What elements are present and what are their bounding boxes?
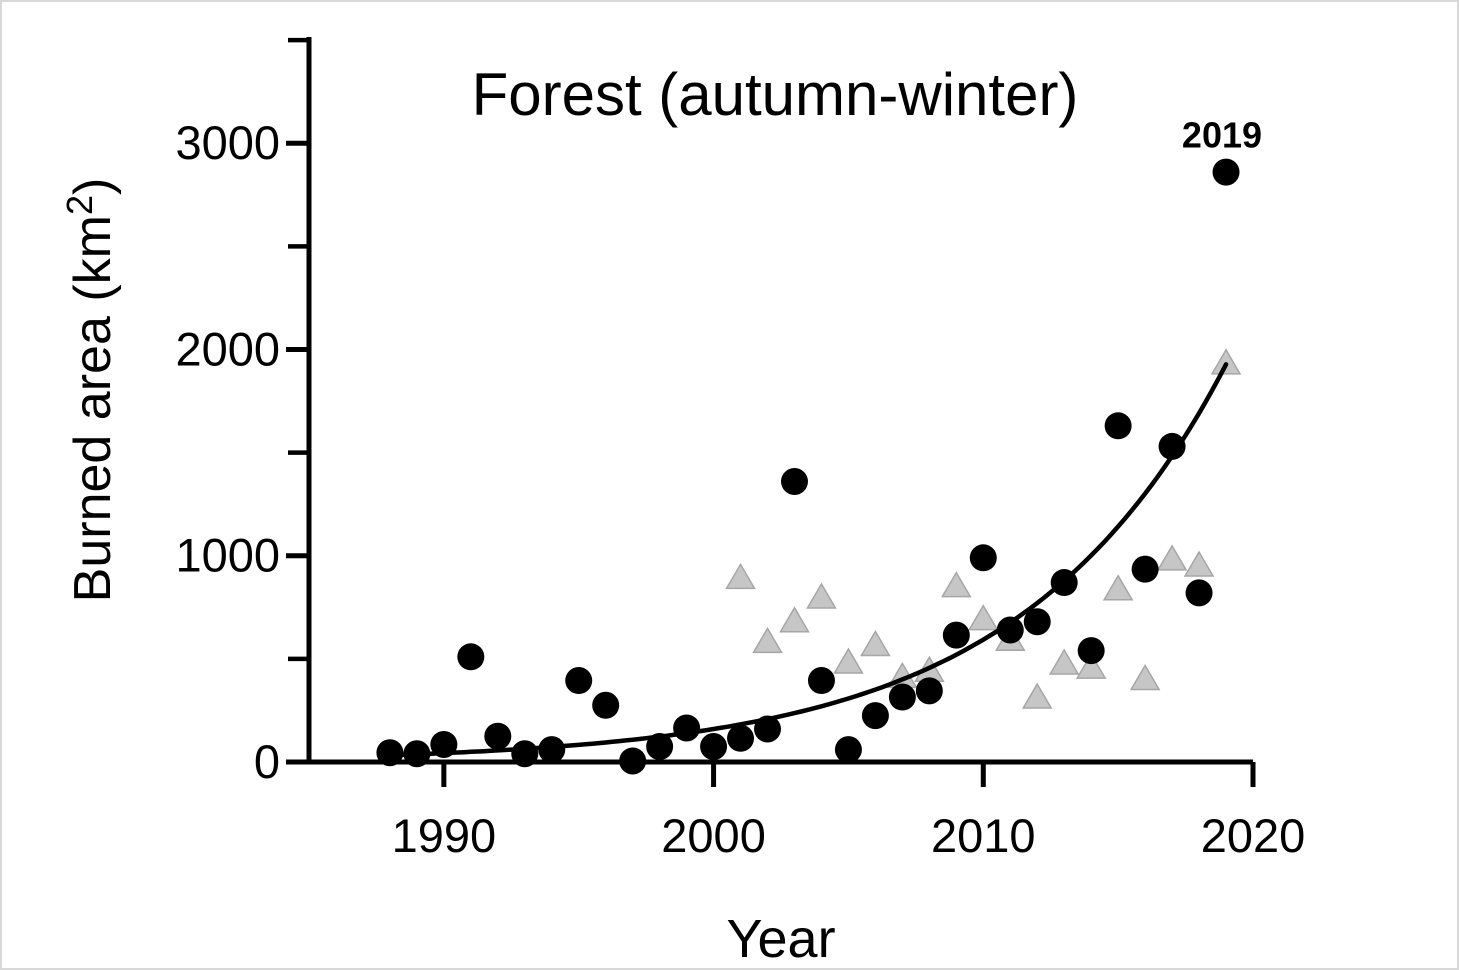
y-tick-label: 0 [254,735,280,788]
circle-marker [700,733,728,761]
circle-marker [646,733,674,761]
y-tick-label: 1000 [175,529,280,582]
trend-curve [387,362,1229,758]
triangle-marker [860,629,891,657]
circle-marker [780,467,808,495]
circle-marker [457,643,485,671]
triangle-series [725,348,1242,709]
triangle-marker [1048,648,1080,675]
circle-marker [888,683,916,711]
triangle-marker [941,571,972,598]
circle-marker [1077,637,1105,665]
chart-title: Forest (autumn-winter) [472,61,1079,128]
circle-marker [1131,555,1159,583]
y-axis-title-suffix: ) [64,178,122,195]
circle-marker [1023,608,1051,636]
x-axis-ticks [441,762,1256,787]
triangle-marker [833,647,864,674]
y-axis-tick-labels: 0 1000 2000 3000 [175,116,280,788]
triangle-marker [1075,652,1107,679]
triangle-marker [806,582,837,609]
outlier-year-annotation: 2019 [1182,114,1262,155]
x-tick-label: 2020 [1201,809,1306,862]
circle-marker [1050,569,1078,597]
circle-marker [376,739,404,767]
circle-marker [996,616,1024,644]
x-tick-label: 2010 [931,809,1036,862]
triangle-marker [1102,574,1134,601]
circle-series [376,158,1240,775]
y-axis-title-superscript: 2 [59,195,100,215]
circle-marker [1185,579,1213,607]
circle-marker [538,736,566,764]
trend-line [387,362,1229,758]
triangle-marker [725,562,756,590]
triangle-marker [779,606,810,633]
x-axis-title: Year [726,909,835,968]
y-tick-label: 2000 [175,322,280,375]
circle-marker [942,621,970,649]
circle-marker [1104,412,1132,440]
y-axis-title: Burned area (km2) [59,178,122,603]
x-tick-label: 2000 [661,809,766,862]
triangle-marker [967,604,999,631]
circle-marker [915,677,943,705]
circle-marker [861,702,889,730]
circle-marker [430,730,458,758]
circle-marker [1212,158,1240,186]
y-axis-ticks [286,37,309,765]
x-axis-tick-labels: 1990 2000 2010 2020 [392,809,1306,862]
triangle-marker [1210,348,1242,375]
circle-marker [565,667,593,695]
circle-marker [834,736,862,764]
circle-marker [484,722,512,750]
y-tick-label: 3000 [175,116,280,169]
circle-marker [754,715,782,743]
triangle-marker [1183,550,1215,577]
circle-marker [592,691,620,719]
triangle-marker [752,626,783,654]
circle-marker [727,724,755,752]
x-tick-label: 1990 [392,809,497,862]
circle-marker [1158,432,1186,460]
triangle-marker [1021,682,1053,709]
triangle-marker [1156,544,1188,571]
circle-marker [969,544,997,572]
circle-marker [807,667,835,695]
y-axis-title-prefix: Burned area (km [64,215,122,602]
circle-marker [673,714,701,742]
triangle-marker [1129,664,1161,691]
